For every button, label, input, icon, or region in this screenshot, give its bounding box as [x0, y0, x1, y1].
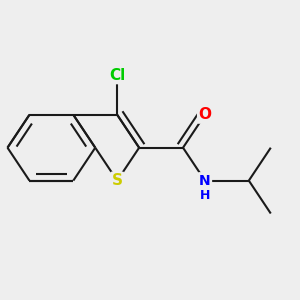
Text: S: S	[112, 173, 123, 188]
Text: N: N	[199, 174, 211, 188]
Text: H: H	[200, 189, 210, 202]
Text: Cl: Cl	[109, 68, 125, 83]
Text: N: N	[199, 174, 211, 188]
Text: O: O	[199, 107, 212, 122]
